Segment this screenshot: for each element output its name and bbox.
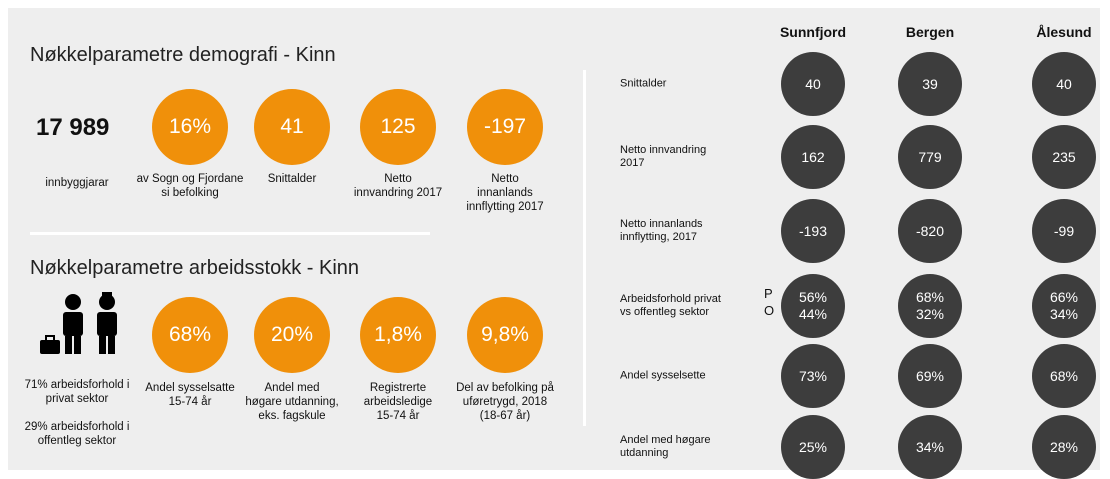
stat-circle: 68% xyxy=(152,297,228,373)
note: 71% arbeidsforhold i privat sektor xyxy=(24,379,130,405)
stat-circle: -197 xyxy=(467,89,543,165)
section-title: Nøkkelparametre arbeidsstokk - Kinn xyxy=(30,257,360,279)
section-title: Nøkkelparametre demografi - Kinn xyxy=(30,44,336,66)
stat-circle: 41 xyxy=(254,89,330,165)
value-circle: 69% xyxy=(898,344,962,408)
column-header: Sunnfjord xyxy=(779,24,847,40)
value-text: 69% xyxy=(915,367,945,384)
population-value: 17 989 xyxy=(36,114,110,141)
value-circle: 39 xyxy=(898,52,962,116)
value-text: 39 xyxy=(922,75,938,92)
stat-label: av Sogn og Fjordane si befolking xyxy=(136,173,244,199)
stat-circle: 20% xyxy=(254,297,330,373)
value-circle: 779 xyxy=(898,125,962,189)
value-text: 66% xyxy=(1049,289,1079,305)
value-circle: 25% xyxy=(781,415,845,479)
stat-label: Netto innanlands innflytting 2017 xyxy=(466,173,544,213)
stat-label: Snittalder xyxy=(267,173,317,185)
row-label: Netto innanlands innflytting, 2017 xyxy=(620,218,703,243)
value-circle: 68% 32% xyxy=(898,274,962,338)
value-text: -820 xyxy=(915,222,945,239)
row-label: Netto innvandring 2017 xyxy=(620,144,707,169)
value-circle: 56% 44% xyxy=(781,274,845,338)
value-circle: 162 xyxy=(781,125,845,189)
value-text: 162 xyxy=(801,148,825,165)
stat-circle: 1,8% xyxy=(360,297,436,373)
value-text: 40 xyxy=(805,75,821,92)
value-circle: -820 xyxy=(898,199,962,263)
row-label: Andel sysselsette xyxy=(620,369,706,382)
note: 29% arbeidsforhold i offentleg sektor xyxy=(24,421,130,447)
column-header: Bergen xyxy=(905,24,955,40)
population-label: innbyggjarar xyxy=(45,177,109,189)
value-text: 68% xyxy=(1049,367,1079,384)
value-text: 73% xyxy=(798,367,828,384)
value-text: 56% xyxy=(798,289,828,305)
stat-circle: 125 xyxy=(360,89,436,165)
value-circle: -193 xyxy=(781,199,845,263)
value-text: 235 xyxy=(1052,148,1076,165)
value-circle: 73% xyxy=(781,344,845,408)
column-header: Ålesund xyxy=(1036,24,1092,40)
stat-label: Andel sysselsatte 15-74 år xyxy=(145,382,235,408)
value-text: 779 xyxy=(918,148,942,165)
legend-letter: O xyxy=(764,303,775,318)
value-text: 68% xyxy=(915,289,945,305)
value-text: 25% xyxy=(798,438,828,455)
value-text: 32% xyxy=(915,306,945,322)
value-circle: 34% xyxy=(898,415,962,479)
divider xyxy=(583,70,586,426)
stat-circle: 16% xyxy=(152,89,228,165)
stat-circle: 9,8% xyxy=(467,297,543,373)
value-circle: -99 xyxy=(1032,199,1096,263)
workers-icon xyxy=(40,292,117,354)
stat-label: Netto innvandring 2017 xyxy=(353,173,443,199)
value-text: 28% xyxy=(1049,438,1079,455)
value-text: 34% xyxy=(915,438,945,455)
value-circle: 66% 34% xyxy=(1032,274,1096,338)
value-text: 44% xyxy=(798,306,828,322)
stat-label: Registrerte arbeidsledige 15-74 år xyxy=(363,382,433,422)
value-text: -99 xyxy=(1053,222,1075,239)
stat-label: Andel med høgare utdanning, eks. fagskul… xyxy=(245,382,339,422)
value-circle: 235 xyxy=(1032,125,1096,189)
value-text: 34% xyxy=(1049,306,1079,322)
value-circle: 40 xyxy=(1032,52,1096,116)
divider xyxy=(30,232,430,235)
value-text: 40 xyxy=(1056,75,1072,92)
stat-label: Del av befolking på uføretrygd, 2018 (18… xyxy=(456,382,554,422)
value-text: -193 xyxy=(798,222,828,239)
row-label: Snittalder xyxy=(620,77,667,90)
row-label: Arbeidsforhold privat vs offentleg sekto… xyxy=(620,293,721,318)
value-circle: 68% xyxy=(1032,344,1096,408)
row-label: Andel med høgare utdanning xyxy=(620,434,711,459)
value-circle: 28% xyxy=(1032,415,1096,479)
value-circle: 40 xyxy=(781,52,845,116)
legend-letter: P xyxy=(764,286,773,301)
